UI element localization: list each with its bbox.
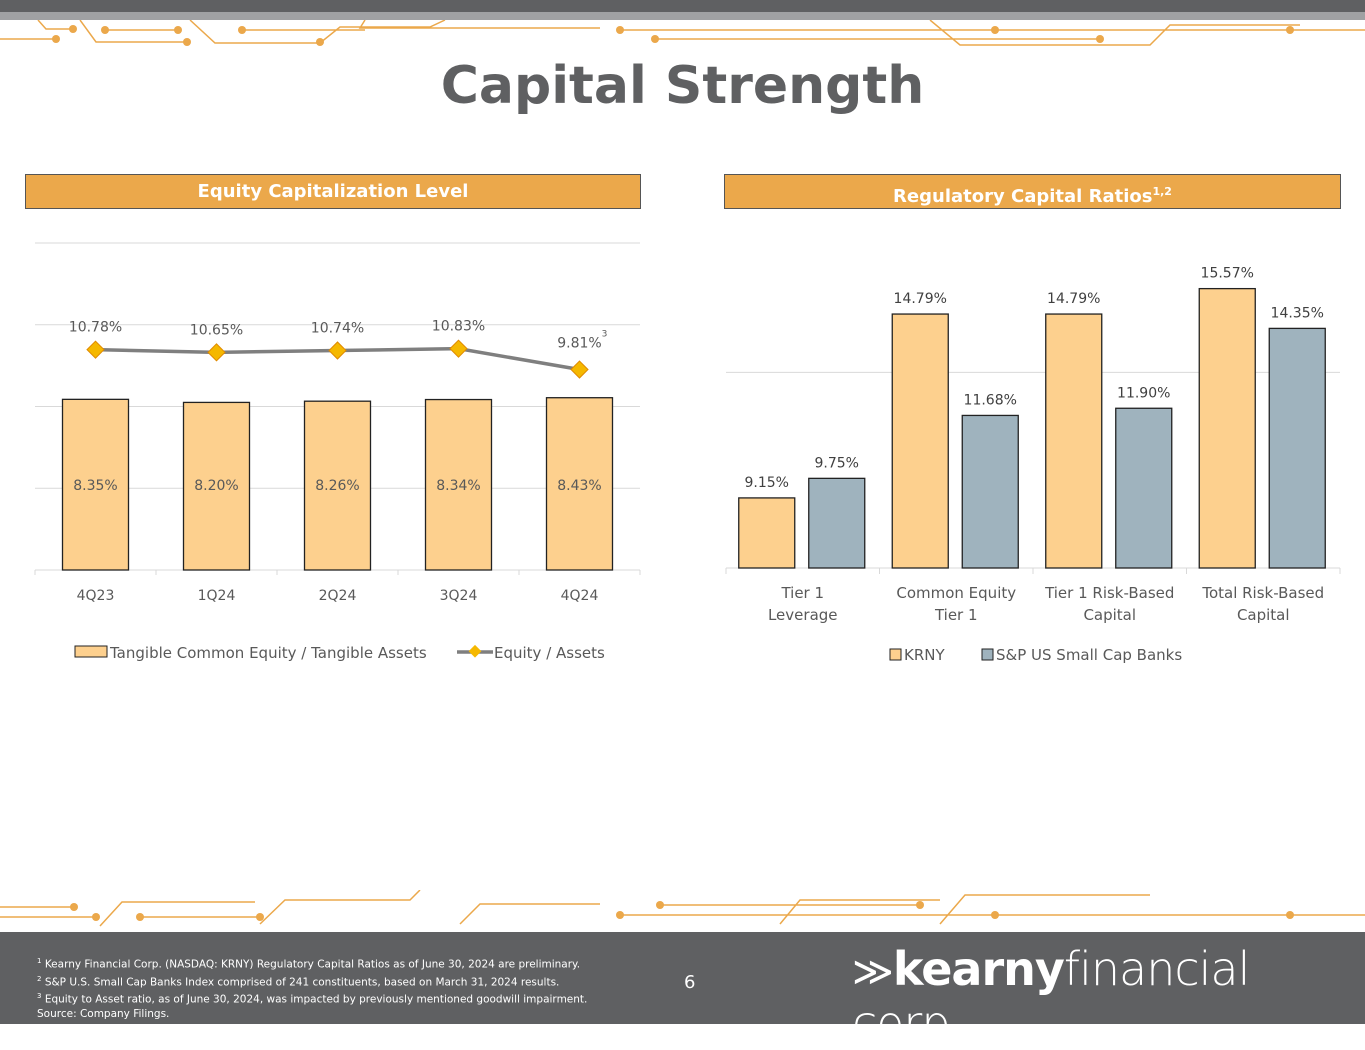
- line-marker: [86, 340, 105, 359]
- footnote-marker: 3: [37, 992, 42, 1000]
- bar-data-label: 8.20%: [194, 478, 238, 494]
- header-text: Regulatory Capital Ratios: [893, 186, 1153, 207]
- bar-data-label: 8.35%: [73, 478, 117, 494]
- line-data-label: 9.81%: [557, 336, 601, 352]
- line-marker: [207, 343, 226, 362]
- footnote-annotation: 3: [602, 330, 608, 340]
- x-tick-label: 2Q24: [319, 588, 357, 604]
- bar-krny: [1198, 287, 1256, 569]
- company-logo: ≫kearnyfinancial corp.: [852, 942, 1250, 1050]
- line-data-label: 10.78%: [69, 320, 122, 336]
- footnote-marker: 2: [37, 974, 42, 983]
- circuit-decoration-bottom: [0, 890, 1365, 927]
- equity-capitalization-chart: 8.35% 4Q23 8.20% 1Q24 8.26% 2Q24 8.34% 3Q24 8.43…: [34, 242, 641, 662]
- x-tick-label: Common Equity: [896, 584, 1016, 602]
- x-tick-label: Capital: [1083, 606, 1136, 624]
- bar-data-label: 9.75%: [815, 455, 859, 471]
- header-sup: 1,2: [1152, 185, 1172, 198]
- bar-data-label: 14.79%: [1047, 291, 1100, 307]
- x-tick-label: 3Q24: [440, 588, 478, 604]
- line-data-label: 10.74%: [311, 321, 364, 337]
- page-title: Capital Strength: [440, 56, 925, 116]
- bar-krny: [738, 497, 796, 569]
- bar-s-p-us-small-cap-banks: [1115, 407, 1173, 569]
- bar-data-label: 11.68%: [964, 392, 1017, 408]
- footnote-text: S&P U.S. Small Cap Banks Index comprised…: [44, 976, 560, 988]
- bar-krny: [891, 313, 949, 569]
- regulatory-capital-header: Regulatory Capital Ratios1,2: [724, 174, 1341, 209]
- bar: [303, 400, 372, 571]
- bar-data-label: 8.43%: [557, 478, 601, 494]
- bar-data-label: 8.34%: [436, 478, 480, 494]
- bar-data-label: 8.26%: [315, 478, 359, 494]
- line-marker: [449, 339, 468, 358]
- footer: 1 Kearny Financial Corp. (NASDAQ: KRNY) …: [0, 932, 1365, 1050]
- footnote-text: Kearny Financial Corp. (NASDAQ: KRNY) Re…: [44, 958, 581, 971]
- x-tick-label: Capital: [1237, 606, 1290, 624]
- bar-data-label: 14.35%: [1271, 305, 1324, 321]
- legend-swatch: [889, 648, 902, 661]
- line-data-label: 10.83%: [432, 319, 485, 335]
- footnote-3: 3 Equity to Asset ratio, as of June 30, …: [37, 989, 587, 1007]
- x-tick-label: Tier 1: [780, 584, 824, 602]
- bar: [424, 398, 493, 571]
- legend-swatch: [981, 648, 994, 661]
- x-tick-label: Tier 1: [934, 606, 978, 624]
- x-tick-label: Total Risk-Based: [1201, 584, 1324, 602]
- x-tick-label: Tier 1 Risk-Based: [1044, 584, 1174, 602]
- legend-label: KRNY: [904, 646, 945, 664]
- circuit-decoration-top: [0, 20, 1365, 46]
- line-marker: [328, 341, 347, 360]
- legend-swatch-bar: [74, 645, 108, 658]
- footnotes: 1 Kearny Financial Corp. (NASDAQ: KRNY) …: [37, 954, 587, 1021]
- legend-label: Tangible Common Equity / Tangible Assets: [109, 644, 427, 662]
- bar-s-p-us-small-cap-banks: [808, 477, 866, 569]
- x-tick-label: 4Q24: [561, 588, 599, 604]
- bar: [182, 401, 251, 571]
- bar-data-label: 14.79%: [894, 291, 947, 307]
- bar-s-p-us-small-cap-banks: [1268, 327, 1326, 569]
- x-tick-label: Leverage: [768, 606, 838, 624]
- bar-data-label: 15.57%: [1201, 266, 1254, 282]
- legend-label: S&P US Small Cap Banks: [996, 646, 1182, 664]
- bar: [545, 397, 614, 571]
- equity-capitalization-header: Equity Capitalization Level: [25, 174, 641, 209]
- footnote-text: Equity to Asset ratio, as of June 30, 20…: [44, 993, 588, 1006]
- page-number: 6: [684, 972, 696, 993]
- top-bar-accent: [0, 12, 1365, 20]
- x-tick-label: 4Q23: [77, 588, 115, 604]
- source-note: Source: Company Filings.: [37, 1007, 170, 1020]
- bar-krny: [1045, 313, 1103, 569]
- bar-data-label: 9.15%: [745, 475, 789, 491]
- x-tick-label: 1Q24: [198, 588, 236, 604]
- line-data-label: 10.65%: [190, 322, 243, 338]
- footnote-marker: 1: [37, 957, 42, 965]
- bar-s-p-us-small-cap-banks: [961, 414, 1019, 569]
- bar: [61, 398, 130, 571]
- line-marker: [570, 360, 589, 379]
- legend-label: Equity / Assets: [494, 644, 605, 662]
- regulatory-capital-chart: 9.15% 9.75% Tier 1 Leverage 14.79% 11.68% Comm…: [725, 266, 1341, 664]
- bar-data-label: 11.90%: [1117, 385, 1170, 401]
- footnote-1: 1 Kearny Financial Corp. (NASDAQ: KRNY) …: [37, 954, 587, 972]
- legend-marker: [468, 644, 482, 658]
- footnote-2: 2 S&P U.S. Small Cap Banks Index compris…: [37, 972, 587, 990]
- top-bar: [0, 0, 1365, 12]
